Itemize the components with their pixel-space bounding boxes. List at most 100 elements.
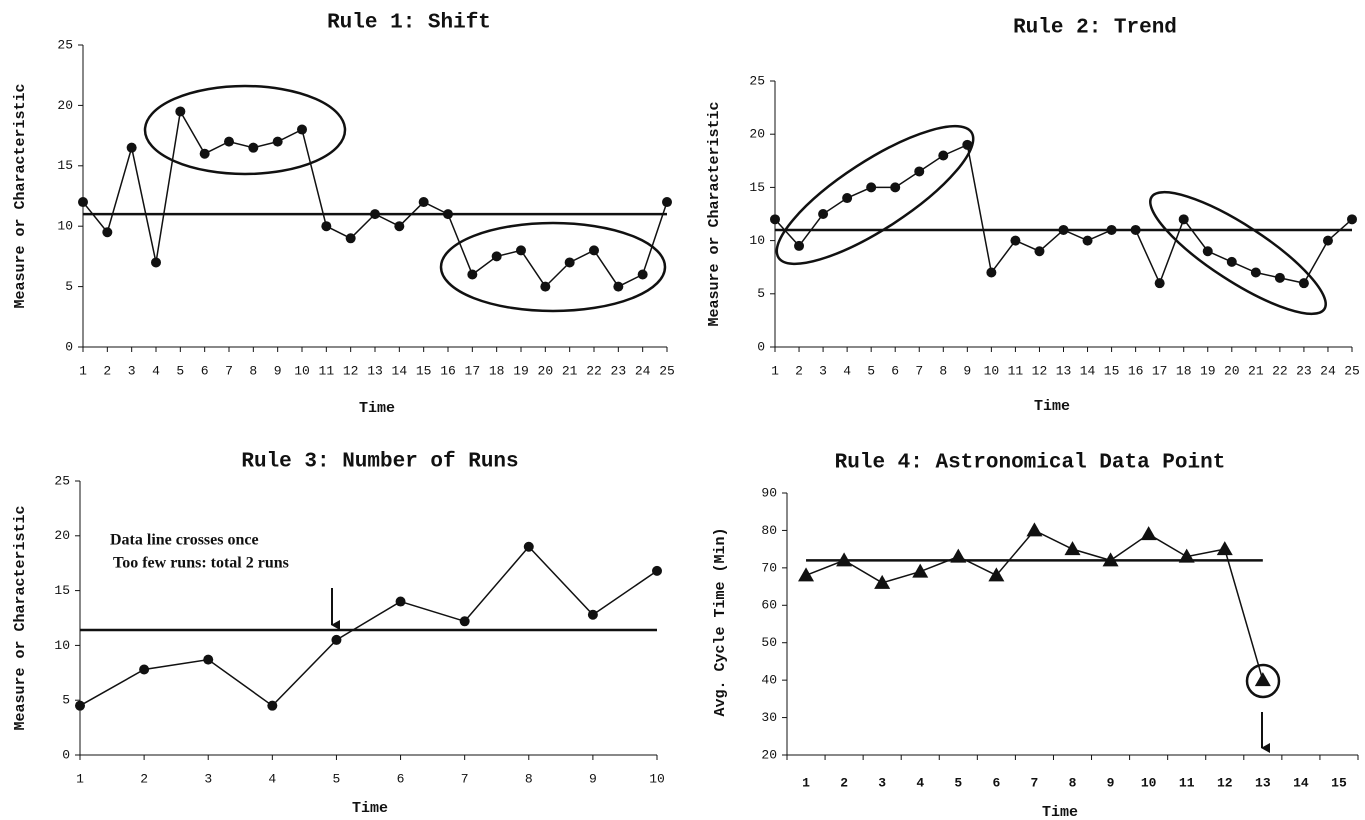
data-point [1058,224,1069,235]
data-point [1010,235,1021,246]
data-line [82,109,668,288]
data-point [866,182,877,193]
data-point [613,281,624,292]
x-tick-label: 13 [1255,775,1271,790]
y-tick-label: 0 [757,339,765,354]
data-point [890,182,901,193]
data-point [662,197,672,208]
x-tick-label: 13 [1056,363,1072,378]
x-tick-label: 4 [843,363,851,378]
data-point [1102,552,1119,567]
data-point [1178,214,1189,225]
x-tick-label: 14 [1080,363,1096,378]
data-point [1034,246,1045,257]
data-point [874,574,891,589]
x-axis-title: Time [359,400,395,417]
data-point [938,150,949,161]
x-tick-label: 18 [489,363,505,378]
data-line [79,545,658,707]
y-tick-label: 50 [761,635,777,650]
data-point [418,197,429,208]
x-tick-label: 11 [1008,363,1024,378]
y-axis-title: Measure or Characteristic [12,83,29,308]
x-tick-label: 11 [319,363,335,378]
y-tick-label: 30 [761,710,777,725]
data-point [962,139,973,150]
data-line [805,529,1264,681]
data-point [540,281,551,292]
x-tick-label: 14 [1293,775,1309,790]
x-tick-label: 10 [984,363,1000,378]
y-tick-label: 60 [761,598,777,613]
data-point [321,221,332,232]
x-tick-label: 8 [249,363,257,378]
data-point [297,124,307,135]
data-point [794,240,805,251]
x-tick-label: 2 [795,363,803,378]
x-tick-label: 8 [939,363,947,378]
y-tick-label: 20 [749,127,765,142]
x-tick-label: 14 [392,363,408,378]
data-point [986,267,997,278]
data-point [459,616,470,627]
y-tick-label: 80 [761,523,777,538]
x-tick-label: 12 [343,363,359,378]
annotation: Too few runs: total 2 runs [113,555,289,572]
x-tick-label: 9 [1107,775,1115,790]
x-tick-label: 17 [1152,363,1168,378]
data-point [652,565,662,576]
data-point [1082,235,1093,246]
x-tick-label: 10 [649,771,665,786]
x-tick-label: 22 [1272,363,1288,378]
highlight-ellipse [439,221,667,313]
x-tick-label: 8 [1069,775,1077,790]
x-tick-label: 7 [915,363,923,378]
x-tick-label: 1 [79,363,87,378]
data-point [443,209,453,220]
data-point [151,257,161,268]
data-point [203,654,214,665]
data-point [1250,267,1261,278]
x-tick-label: 6 [201,363,209,378]
x-tick-label: 21 [1248,363,1264,378]
y-tick-label: 20 [57,98,73,113]
data-point [1140,526,1157,541]
x-tick-label: 23 [611,363,627,378]
y-tick-label: 25 [749,73,765,88]
data-point [798,567,815,582]
x-tick-label: 9 [589,771,597,786]
x-tick-label: 4 [268,771,276,786]
x-tick-label: 8 [525,771,533,786]
chart-title: Rule 3: Number of Runs [241,451,518,474]
highlight-ellipse [1149,190,1327,316]
y-tick-label: 10 [749,233,765,248]
x-tick-label: 3 [819,363,827,378]
data-point [345,233,356,244]
x-axis-title: Time [1042,804,1078,820]
x-tick-label: 15 [1104,363,1120,378]
data-point [516,245,526,256]
data-point [370,209,380,220]
y-axis-title: Measure or Characteristic [12,505,29,730]
data-point [950,548,967,563]
x-tick-label: 1 [76,771,84,786]
data-point [1322,235,1333,246]
data-point [564,257,575,268]
data-point [1106,224,1117,235]
x-tick-label: 15 [1331,775,1347,790]
y-tick-label: 25 [57,37,73,52]
y-tick-label: 5 [62,693,70,708]
x-tick-label: 3 [128,363,136,378]
x-tick-label: 4 [152,363,160,378]
x-tick-label: 6 [891,363,899,378]
data-point [523,541,534,552]
data-point [818,209,829,219]
y-tick-label: 5 [65,279,73,294]
x-tick-label: 3 [204,771,212,786]
chart-title: Rule 1: Shift [327,12,491,35]
x-tick-label: 6 [992,775,1000,790]
x-tick-label: 25 [1344,363,1360,378]
data-point [914,166,925,177]
